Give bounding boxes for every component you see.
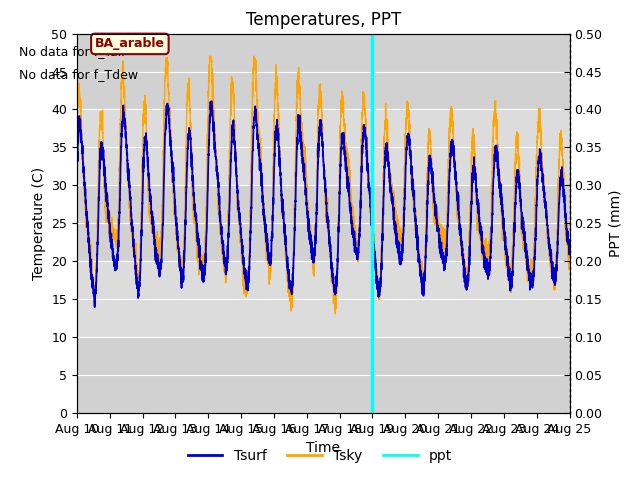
Bar [77,34,570,109]
Title: Temperatures, PPT: Temperatures, PPT [246,11,401,29]
Bar [77,185,570,261]
Text: No data for f_Tair: No data for f_Tair [19,45,127,58]
Y-axis label: PPT (mm): PPT (mm) [608,190,622,257]
Text: No data for f_Tdew: No data for f_Tdew [19,68,138,81]
Text: BA_arable: BA_arable [95,37,165,50]
Y-axis label: Temperature (C): Temperature (C) [31,167,45,280]
Legend: Tsurf, Tsky, ppt: Tsurf, Tsky, ppt [182,443,458,468]
X-axis label: Time: Time [306,441,340,455]
Bar [77,337,570,413]
